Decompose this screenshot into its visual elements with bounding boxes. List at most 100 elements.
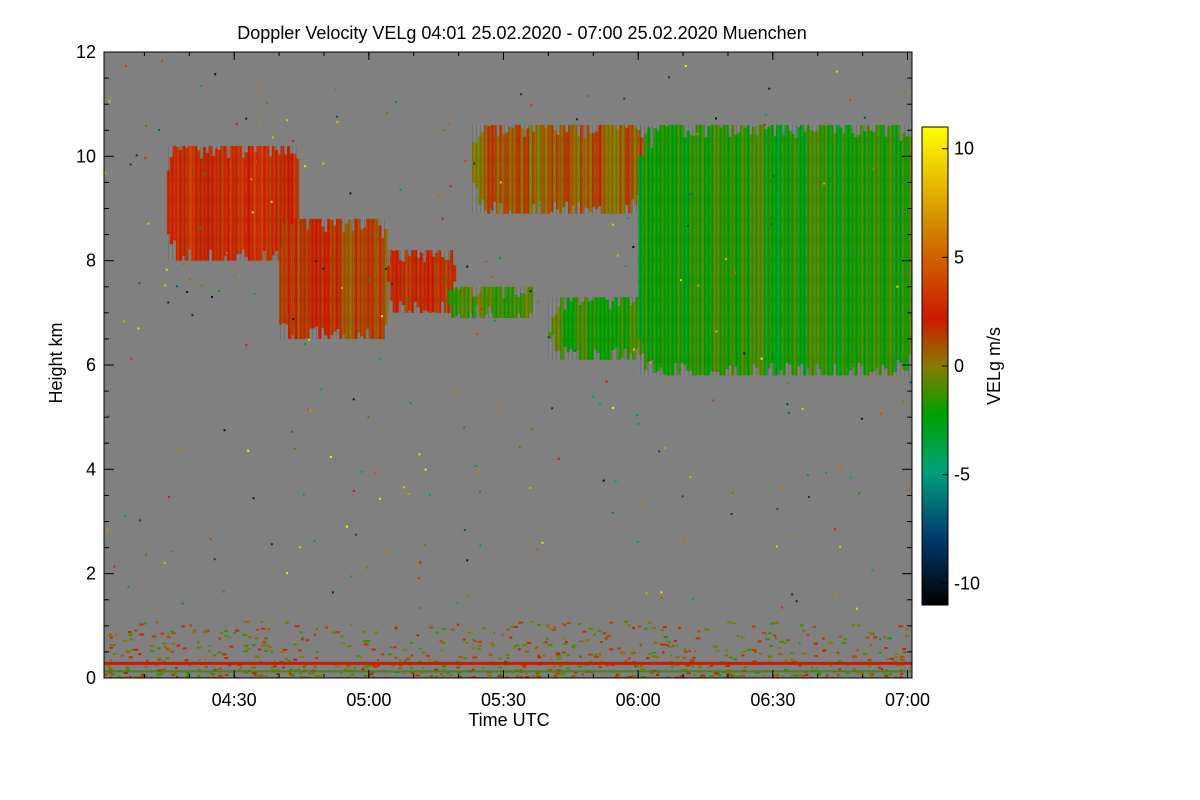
noise-speckle xyxy=(210,295,213,298)
clutter-point xyxy=(374,631,379,634)
clutter-point xyxy=(884,647,888,649)
noise-speckle xyxy=(853,253,856,256)
clutter-point xyxy=(303,666,306,668)
clutter-point xyxy=(655,656,660,659)
clutter-point xyxy=(663,626,668,629)
clutter-point xyxy=(464,642,469,645)
clutter-point xyxy=(218,671,222,674)
clutter-point xyxy=(594,656,600,658)
noise-speckle xyxy=(424,468,427,471)
clutter-point xyxy=(731,622,737,625)
clutter-point xyxy=(248,635,252,638)
clutter-point xyxy=(107,665,111,668)
clutter-point xyxy=(588,627,594,630)
clutter-point xyxy=(836,673,841,676)
noise-speckle xyxy=(158,128,160,131)
clutter-point xyxy=(767,655,773,658)
clutter-point xyxy=(315,628,318,630)
clutter-point xyxy=(297,667,301,670)
noise-speckle xyxy=(463,529,466,531)
clutter-point xyxy=(710,664,713,667)
y-axis-label: Height km xyxy=(46,322,66,403)
clutter-point xyxy=(472,675,476,678)
clutter-point xyxy=(712,645,718,648)
clutter-point xyxy=(672,645,675,647)
noise-speckle xyxy=(681,495,684,498)
noise-speckle xyxy=(181,192,184,195)
noise-speckle xyxy=(602,479,605,482)
clutter-point xyxy=(271,666,274,669)
clutter-point xyxy=(825,675,829,678)
clutter-point xyxy=(556,657,562,660)
clutter-point xyxy=(768,660,771,663)
clutter-point xyxy=(542,642,546,644)
noise-speckle xyxy=(286,572,289,575)
clutter-point xyxy=(189,624,193,627)
clutter-point xyxy=(457,675,462,678)
noise-speckle xyxy=(200,284,203,287)
clutter-point xyxy=(429,676,432,678)
clutter-point xyxy=(698,665,702,668)
clutter-point xyxy=(477,647,481,650)
clutter-point xyxy=(904,635,909,638)
clutter-point xyxy=(744,666,748,669)
clutter-point xyxy=(227,636,231,639)
clutter-point xyxy=(109,659,113,662)
clutter-point xyxy=(110,636,113,639)
noise-speckle xyxy=(442,129,445,131)
noise-speckle xyxy=(137,327,140,330)
clutter-point xyxy=(899,676,903,678)
clutter-point xyxy=(524,676,530,678)
clutter-point xyxy=(822,637,825,640)
clutter-point xyxy=(514,625,518,628)
clutter-point xyxy=(463,657,468,660)
clutter-point xyxy=(297,649,302,652)
clutter-point xyxy=(589,660,593,663)
clutter-point xyxy=(442,642,447,644)
clutter-point xyxy=(405,658,410,661)
clutter-point xyxy=(162,660,166,663)
noise-speckle xyxy=(429,494,431,497)
clutter-point xyxy=(605,664,609,667)
x-axis-label: Time UTC xyxy=(468,710,549,730)
clutter-point xyxy=(294,625,300,628)
clutter-point xyxy=(416,634,419,637)
clutter-point xyxy=(117,675,120,678)
noise-speckle xyxy=(697,284,700,287)
noise-speckle xyxy=(689,476,692,479)
clutter-point xyxy=(325,626,328,629)
noise-speckle xyxy=(419,561,422,564)
noise-speckle xyxy=(218,290,221,292)
clutter-point xyxy=(125,668,130,670)
clutter-point xyxy=(198,659,201,662)
clutter-point xyxy=(435,631,439,634)
y-tick-label: 10 xyxy=(76,146,96,166)
clutter-point xyxy=(538,672,541,675)
clutter-point xyxy=(525,672,528,675)
clutter-point xyxy=(598,665,603,668)
noise-speckle xyxy=(772,175,775,178)
clutter-point xyxy=(196,675,200,678)
noise-speckle xyxy=(724,257,727,260)
clutter-point xyxy=(439,640,444,643)
clutter-point xyxy=(774,674,779,677)
clutter-point xyxy=(371,671,375,674)
clutter-point xyxy=(798,664,802,667)
clutter-point xyxy=(862,652,868,655)
clutter-point xyxy=(727,621,732,624)
clutter-point xyxy=(537,656,542,659)
clutter-point xyxy=(599,660,604,663)
clutter-point xyxy=(120,676,125,678)
clutter-point xyxy=(582,630,587,633)
clutter-point xyxy=(167,632,170,635)
cloud-segment xyxy=(638,125,912,376)
clutter-point xyxy=(261,627,266,630)
clutter-point xyxy=(678,626,682,629)
clutter-point xyxy=(270,651,273,654)
noise-speckle xyxy=(409,402,412,405)
clutter-point xyxy=(160,672,165,675)
clutter-point xyxy=(519,676,524,678)
clutter-point xyxy=(794,674,797,677)
cloud-texture xyxy=(166,145,298,261)
clutter-point xyxy=(229,645,234,648)
